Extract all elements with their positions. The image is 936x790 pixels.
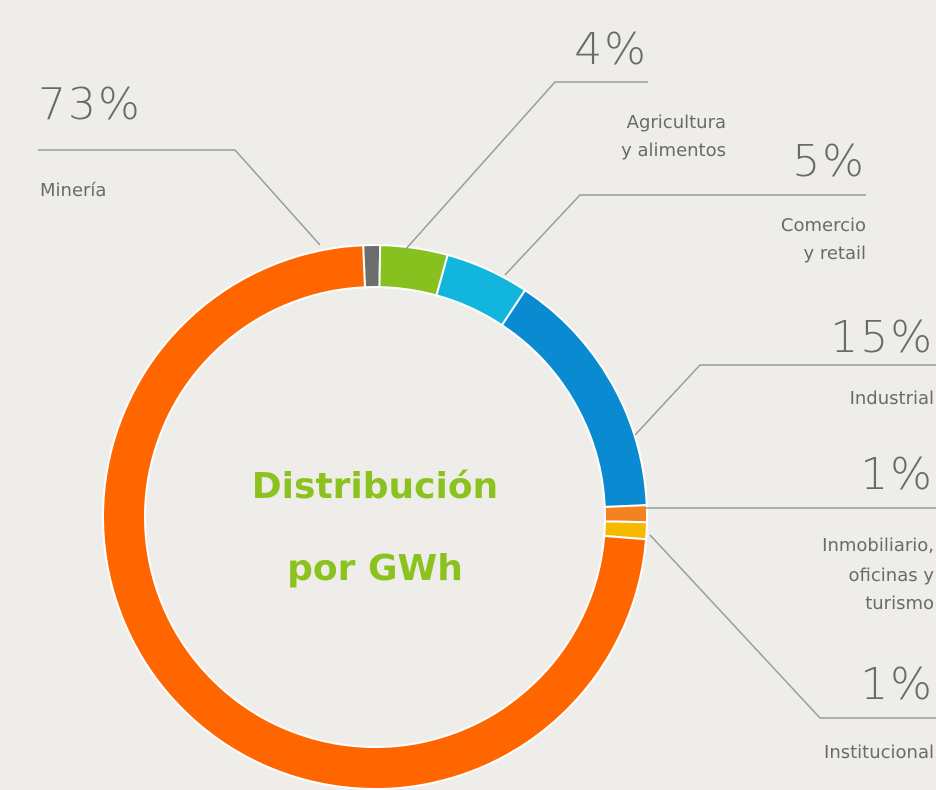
- leader-line: [404, 81, 648, 251]
- category-label: Industrial: [850, 388, 934, 409]
- category-label: y alimentos: [621, 140, 726, 161]
- value-label: 1%: [860, 449, 934, 500]
- leader-line: [38, 149, 321, 246]
- value-label: 4%: [574, 24, 648, 75]
- category-label: Minería: [40, 180, 106, 201]
- value-label: 73%: [38, 79, 142, 130]
- leader-line: [634, 364, 936, 436]
- donut-segment: [102, 244, 648, 790]
- donut-segment: [378, 244, 449, 297]
- category-label: Comercio: [781, 215, 866, 236]
- donut-segment: [603, 504, 648, 524]
- category-label: Agricultura: [627, 112, 726, 133]
- center-title: Distribución: [252, 466, 498, 507]
- category-label: y retail: [803, 243, 866, 264]
- leader-line: [649, 534, 936, 719]
- donut-segment: [362, 244, 382, 289]
- value-label: 15%: [830, 312, 934, 363]
- category-label: Institucional: [824, 742, 934, 763]
- leader-line: [504, 194, 866, 276]
- center-title: por GWh: [287, 548, 463, 589]
- value-label: 5%: [792, 136, 866, 187]
- category-label: turismo: [865, 593, 934, 614]
- value-label: 1%: [860, 659, 934, 710]
- category-label: Inmobiliario,: [822, 535, 934, 556]
- category-label: oficinas y: [849, 565, 935, 586]
